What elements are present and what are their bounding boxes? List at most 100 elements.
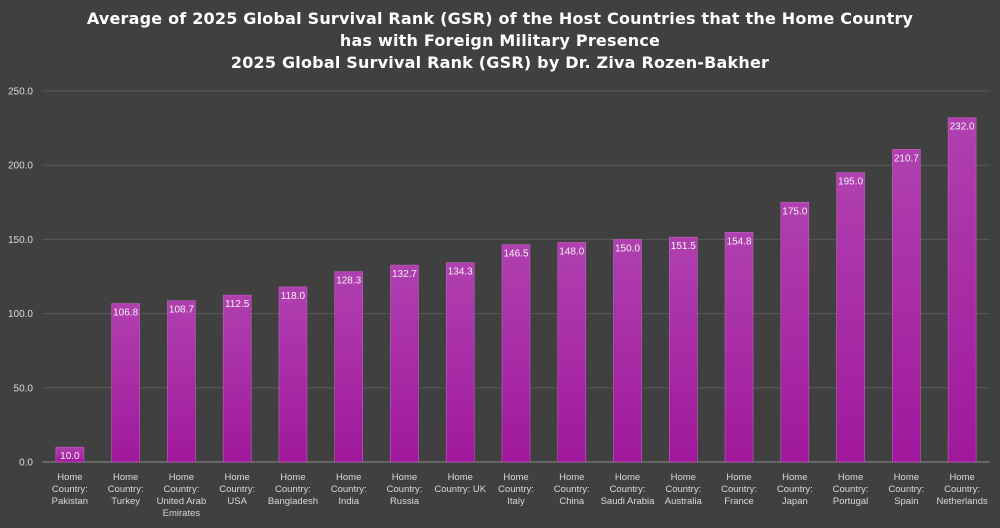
bar <box>222 294 252 463</box>
data-label: 148.0 <box>559 246 584 257</box>
x-tick-label-line: Portugal <box>833 496 868 507</box>
x-tick-label-line: Home <box>113 472 138 483</box>
data-label: 151.5 <box>671 241 696 252</box>
x-tick-label-line: China <box>559 496 585 507</box>
x-tick-label-line: USA <box>227 496 247 507</box>
x-tick-label-line: Australia <box>665 496 703 507</box>
data-label: 132.7 <box>392 269 417 280</box>
x-tick-label-line: Home <box>503 472 528 483</box>
x-tick-label-line: Japan <box>782 496 808 507</box>
x-tick-label: Home Country: Spain <box>888 472 924 507</box>
x-tick-label-line: Home <box>392 472 417 483</box>
data-label: 154.8 <box>727 236 752 247</box>
x-tick-label-line: Home <box>726 472 751 483</box>
x-tick-label: Home Country: Italy <box>498 472 534 507</box>
x-tick-label: Home Country: Saudi Arabia <box>601 472 656 507</box>
data-label: 118.0 <box>281 291 306 302</box>
bar <box>111 303 140 463</box>
bar <box>390 264 419 463</box>
y-axis-ticks: 0.0 50.0 100.0 150.0 200.0 250.0 <box>8 87 33 469</box>
bar <box>892 149 921 463</box>
x-tick-label: Home Country: United Arab Emirates <box>157 472 207 519</box>
x-tick-label-line: Home <box>894 472 919 483</box>
bar <box>334 271 364 463</box>
chart-title-line-2: has with Foreign Military Presence <box>339 31 661 50</box>
data-label: 10.0 <box>60 451 80 462</box>
x-tick-label-line: Home <box>838 472 863 483</box>
bar <box>445 262 475 463</box>
x-tick-label-line: Bangladesh <box>268 496 318 507</box>
chart-title: Average of 2025 Global Survival Rank (GS… <box>0 8 1000 74</box>
bar <box>613 239 642 463</box>
data-label: 210.7 <box>894 153 919 164</box>
x-tick-label-line: Country: <box>833 484 869 495</box>
bar <box>668 236 698 463</box>
x-tick-label: Home Country: Bangladesh <box>268 472 318 507</box>
bar <box>167 300 196 463</box>
y-tick-label: 0.0 <box>19 458 33 469</box>
chart-title-line-3: 2025 Global Survival Rank (GSR) by Dr. Z… <box>230 53 770 72</box>
bar <box>836 172 865 463</box>
data-label: 175.0 <box>782 206 807 217</box>
x-tick-label-line: Country: <box>219 484 255 495</box>
x-tick-label-line: France <box>724 496 754 507</box>
x-tick-label: Home Country: Japan <box>777 472 813 507</box>
x-tick-label-line: Country: <box>721 484 757 495</box>
data-label: 150.0 <box>615 243 640 254</box>
data-label: 128.3 <box>336 276 361 287</box>
bar <box>780 202 810 463</box>
x-tick-label: Home Country: USA <box>219 472 255 507</box>
x-tick-label: Home Country: India <box>331 472 367 507</box>
x-tick-label-line: Country: <box>387 484 423 495</box>
x-tick-label-line: Italy <box>507 496 525 507</box>
x-tick-label-line: Home <box>336 472 361 483</box>
x-tick-label: Home Country: Netherlands <box>937 472 988 507</box>
chart-title-line-1: Average of 2025 Global Survival Rank (GS… <box>86 9 914 28</box>
x-tick-label-line: Country: <box>554 484 590 495</box>
x-tick-label-line: Home <box>225 472 250 483</box>
x-tick-label: Home Country: Australia <box>665 472 703 507</box>
x-tick-label-line: Home <box>169 472 194 483</box>
x-tick-label-line: Spain <box>894 496 918 507</box>
y-tick-label: 250.0 <box>8 87 33 98</box>
x-tick-label-line: Country: UK <box>434 484 486 495</box>
x-tick-label-line: Netherlands <box>937 496 988 507</box>
data-label: 106.8 <box>113 308 138 319</box>
x-tick-label-line: Country: <box>777 484 813 495</box>
x-tick-label-line: Home <box>671 472 696 483</box>
x-tick-label-line: Emirates <box>163 508 201 519</box>
x-tick-label-line: Turkey <box>111 496 140 507</box>
x-tick-label-line: Country: <box>665 484 701 495</box>
bar <box>947 117 977 463</box>
x-tick-label-line: Country: <box>163 484 199 495</box>
bar <box>55 446 85 463</box>
x-tick-label-line: Home <box>57 472 82 483</box>
x-tick-label-line: Pakistan <box>52 496 88 507</box>
data-label: 108.7 <box>169 305 194 316</box>
x-tick-label-line: Country: <box>888 484 924 495</box>
x-tick-label: Home Country: Turkey <box>108 472 144 507</box>
x-tick-label-line: Russia <box>390 496 420 507</box>
y-tick-label: 150.0 <box>8 235 33 246</box>
x-tick-label-line: United Arab <box>157 496 207 507</box>
y-tick-label: 200.0 <box>8 161 33 172</box>
data-label: 134.3 <box>448 267 473 278</box>
x-tick-label-line: Country: <box>108 484 144 495</box>
data-label: 232.0 <box>950 122 975 133</box>
x-tick-label-line: Country: <box>275 484 311 495</box>
x-tick-label: Home Country: UK <box>434 472 486 495</box>
x-tick-label-line: Home <box>448 472 473 483</box>
data-labels: 10.0 106.8 108.7 112.5 118.0 128.3 132.7 134.3 1… <box>60 122 975 462</box>
bar <box>501 244 531 463</box>
x-tick-label: Home Country: Russia <box>387 472 423 507</box>
bar <box>557 242 587 463</box>
x-tick-label-line: Home <box>280 472 305 483</box>
x-tick-label-line: Country: <box>610 484 646 495</box>
data-label: 146.5 <box>503 249 528 260</box>
x-tick-label-line: Home <box>782 472 807 483</box>
x-tick-label: Home Country: Pakistan <box>52 472 88 507</box>
x-tick-label-line: Country: <box>331 484 367 495</box>
x-tick-label-line: Saudi Arabia <box>601 496 656 507</box>
x-tick-label-line: Country: <box>944 484 980 495</box>
